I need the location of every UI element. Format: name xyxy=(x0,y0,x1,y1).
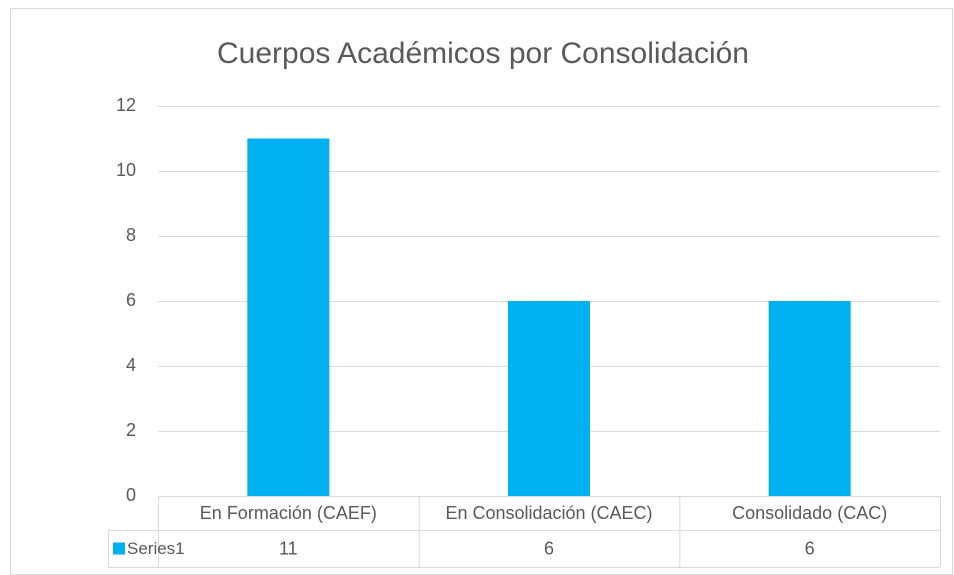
x-tick-label: En Formación (CAEF) xyxy=(200,503,377,523)
y-tick-label: 8 xyxy=(126,225,136,245)
table-value: 6 xyxy=(805,538,815,558)
y-tick-label: 2 xyxy=(126,420,136,440)
legend-label: Series1 xyxy=(127,539,185,558)
y-tick-label: 6 xyxy=(126,290,136,310)
bar xyxy=(247,138,330,496)
y-tick-label: 12 xyxy=(116,95,136,115)
y-tick-label: 10 xyxy=(116,160,136,180)
x-tick-label: En Consolidación (CAEC) xyxy=(445,503,652,523)
y-tick-label: 0 xyxy=(126,485,136,505)
table-value: 6 xyxy=(544,538,554,558)
y-tick-label: 4 xyxy=(126,355,136,375)
x-tick-label: Consolidado (CAC) xyxy=(732,503,887,523)
bar xyxy=(508,301,590,496)
table-value: 11 xyxy=(279,538,298,558)
bar xyxy=(768,301,851,496)
legend-swatch xyxy=(113,542,125,555)
chart-title: Cuerpos Académicos por Consolidación xyxy=(217,37,749,70)
